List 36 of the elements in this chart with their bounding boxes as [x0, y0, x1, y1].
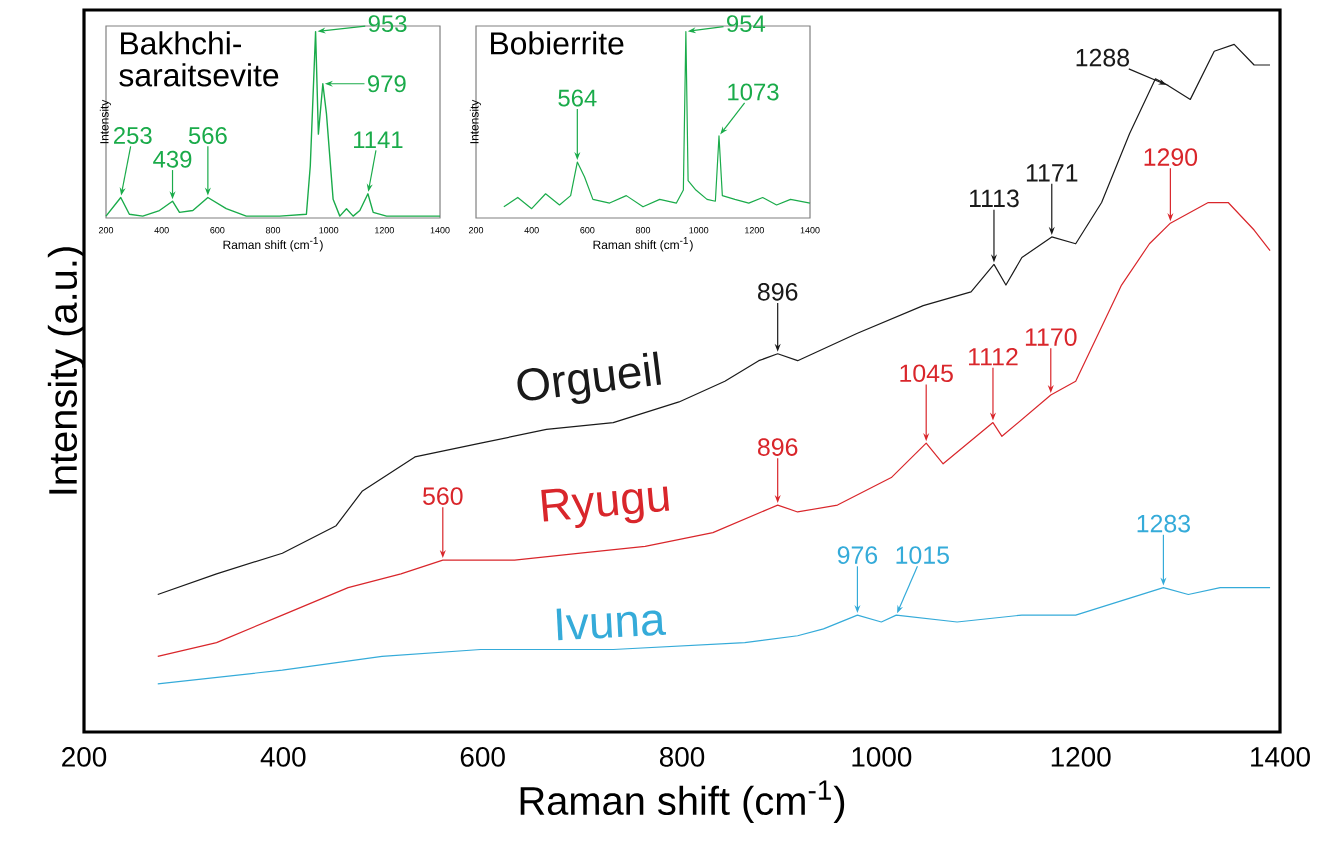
- annotation: 1290: [1144, 148, 1198, 166]
- annotation: 1288: [1076, 48, 1130, 67]
- annotation: 566: [188, 127, 227, 144]
- series-label: Ivuna: [556, 608, 667, 641]
- annotation: 253: [113, 127, 152, 144]
- x-axis-title: Raman shift (cm$^{-1}$): [520, 780, 845, 823]
- chart-title: Bobierrite: [491, 31, 624, 55]
- annotation: 560: [423, 487, 463, 505]
- annotation: 1045: [900, 364, 953, 383]
- x-tick-label: 1200: [1051, 747, 1111, 767]
- annotation: 953: [368, 15, 407, 33]
- annotation: 976: [837, 546, 878, 564]
- annotation: 979: [368, 75, 406, 93]
- x-tick-label: 1000: [852, 747, 912, 767]
- annotation: 1112: [969, 347, 1018, 366]
- text: Orgueil: [517, 351, 662, 404]
- annotation: 896: [758, 438, 798, 456]
- annotation: 439: [153, 150, 192, 168]
- annotation: 954: [727, 15, 766, 33]
- y-axis-title: Intensity (a.u.): [47, 247, 85, 494]
- annotation: 1141: [354, 131, 403, 148]
- annotation: 1283: [1137, 514, 1190, 533]
- x-tick-label: 600: [460, 747, 505, 767]
- annotation: 1073: [728, 83, 779, 101]
- x-tick-label: 400: [260, 747, 306, 767]
- x-tick-label: 800: [659, 747, 705, 767]
- annotation: 1171: [1026, 164, 1078, 182]
- chart-title: Bakhchi-saraitsevite: [119, 31, 279, 87]
- annotation: 1113: [970, 189, 1019, 208]
- x-tick-label: 1400: [1251, 747, 1310, 767]
- x-tick-label: 200: [62, 747, 107, 767]
- annotation: 1015: [896, 546, 949, 564]
- annotation: 564: [558, 89, 597, 107]
- annotation: 1170: [1025, 328, 1077, 346]
- annotation: 896: [758, 283, 798, 301]
- legend-label: Ryugu: [541, 486, 670, 529]
